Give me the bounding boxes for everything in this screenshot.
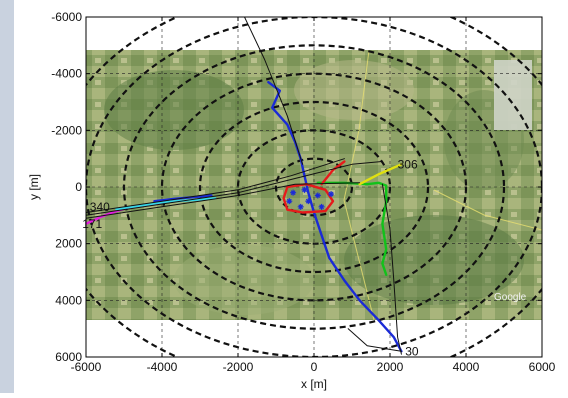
- y-tick-label: 2000: [55, 237, 82, 251]
- x-tick-label: -4000: [147, 360, 178, 374]
- marker-point: [318, 203, 325, 210]
- series-line: [282, 183, 335, 214]
- x-tick-label: -6000: [71, 360, 102, 374]
- marker-point: [286, 198, 293, 205]
- marker-point: [290, 189, 297, 196]
- x-tick-label: 2000: [377, 360, 404, 374]
- map-inset: [494, 60, 532, 130]
- series-line: [316, 181, 388, 276]
- series-line: [381, 183, 402, 355]
- marker-point: [301, 186, 308, 193]
- annotation-label: 30: [405, 344, 419, 358]
- series-line: [115, 197, 217, 211]
- series-line: [267, 81, 403, 353]
- annotation-label: 306: [398, 157, 418, 171]
- y-tick-label: 6000: [55, 350, 82, 364]
- x-tick-label: -2000: [223, 360, 254, 374]
- y-axis-label: y [m]: [27, 174, 41, 200]
- y-tick-label: -4000: [51, 67, 82, 81]
- series-line: [243, 17, 304, 165]
- marker-point: [305, 198, 312, 205]
- marker-point: [297, 203, 304, 210]
- plot-area: Google 306 340 171 30 -6000 -4000 -2000 0 2000 4…: [14, 0, 568, 393]
- x-axis-label: x [m]: [301, 377, 327, 391]
- marker-layer: [286, 186, 335, 210]
- chart-svg: Google 306 340 171 30 -6000 -4000 -2000 0 2000 4…: [27, 10, 556, 391]
- y-tick-label: -2000: [51, 123, 82, 137]
- grid-lines: [86, 17, 542, 357]
- x-tick-label: 4000: [453, 360, 480, 374]
- tick-layer: -6000 -4000 -2000 0 2000 4000 6000-6000-4000-2…: [51, 10, 555, 374]
- annotation-layer: 306 340 171 30: [82, 157, 419, 358]
- series-line: [358, 163, 403, 186]
- window-side-strip: [0, 0, 15, 393]
- y-tick-label: 0: [75, 180, 82, 194]
- annotation-label: 340: [90, 200, 110, 214]
- x-tick-label: 6000: [529, 360, 556, 374]
- annotation-label: 171: [82, 217, 102, 231]
- series-line: [320, 160, 346, 186]
- series-line: [86, 161, 383, 216]
- x-tick-label: 0: [311, 360, 318, 374]
- y-tick-label: -6000: [51, 10, 82, 24]
- y-tick-label: 4000: [55, 293, 82, 307]
- marker-point: [328, 191, 335, 198]
- series-line: [347, 328, 402, 352]
- map-watermark-logo: Google: [494, 292, 527, 303]
- series-line: [86, 182, 361, 219]
- series-layer: [86, 17, 403, 355]
- marker-point: [314, 192, 321, 199]
- series-line: [86, 158, 345, 213]
